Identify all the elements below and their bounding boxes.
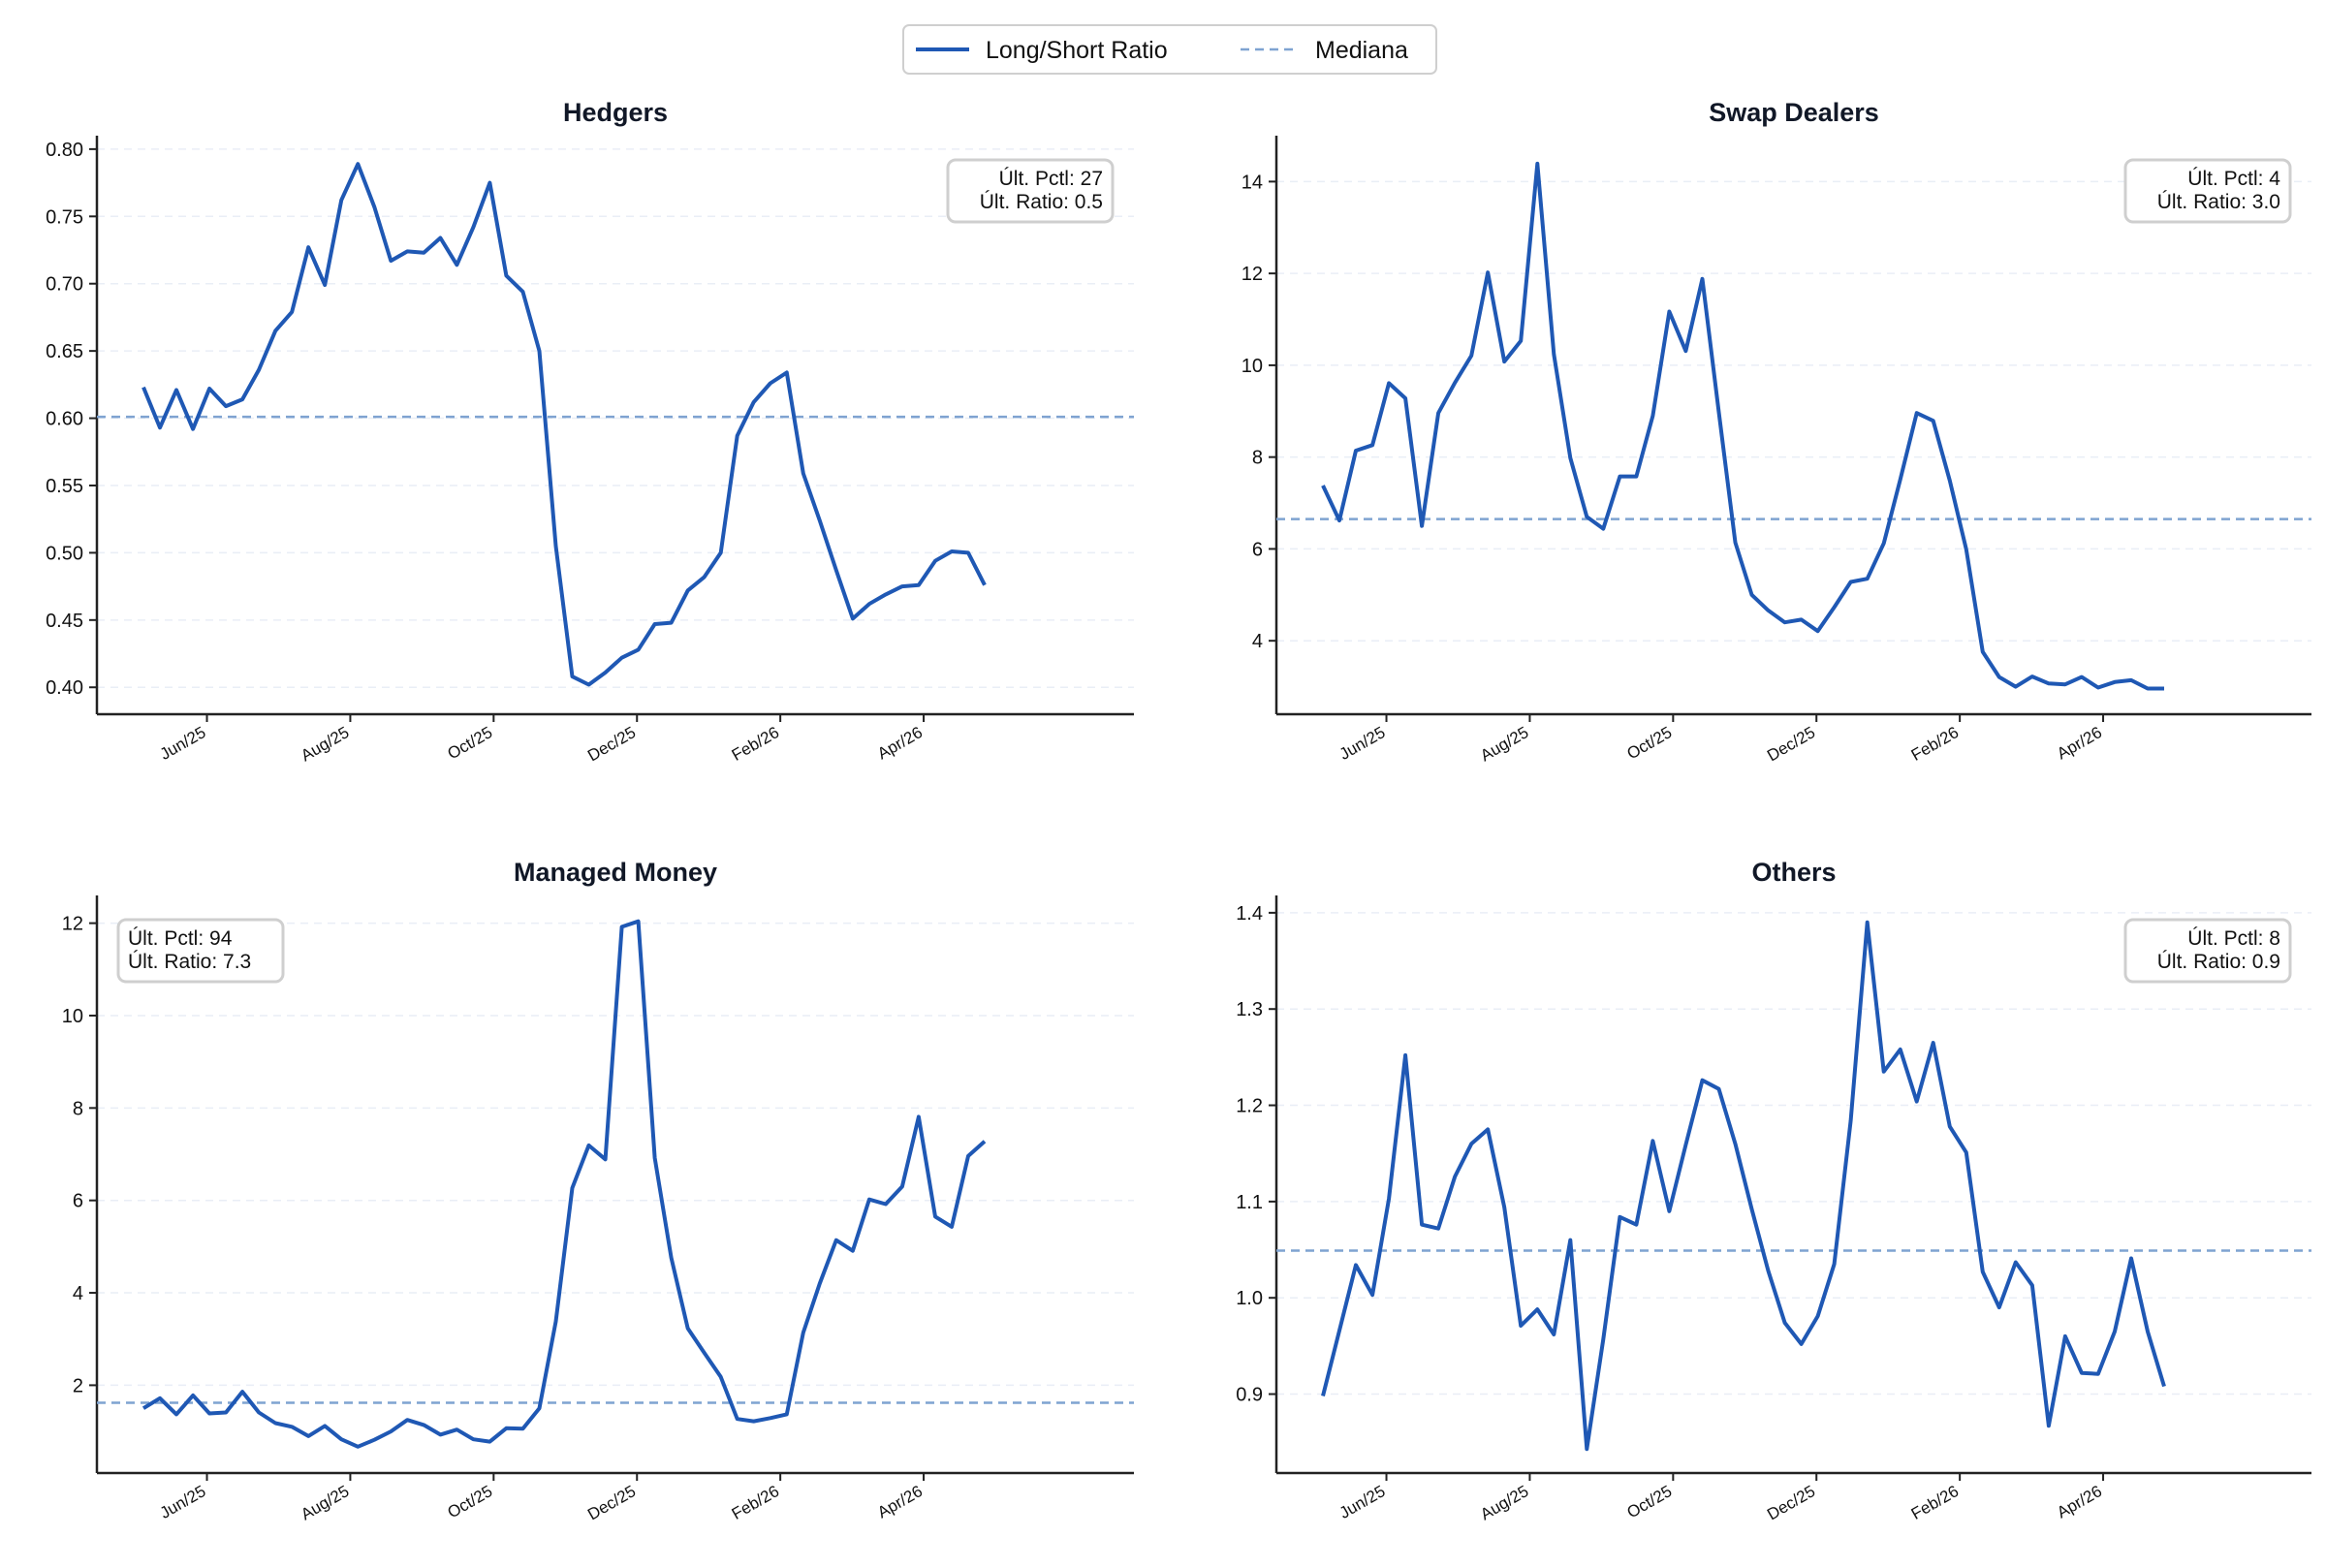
x-tick-label: Feb/26	[1908, 1482, 1962, 1523]
annotation-box	[946, 158, 1115, 224]
x-tick-label: Aug/25	[298, 723, 352, 765]
y-tick-label: 0.80	[46, 140, 83, 161]
x-tick-label: Aug/25	[298, 1482, 352, 1523]
y-tick-label: 6	[73, 1191, 83, 1212]
y-tick-label: 8	[1252, 448, 1263, 469]
y-tick-label: 4	[1252, 631, 1263, 652]
y-tick-label: 1.0	[1236, 1288, 1263, 1309]
annotation-text: Últ. Pctl: 27	[999, 168, 1103, 190]
y-tick-label: 0.45	[46, 611, 83, 632]
legend-series-label: Long/Short Ratio	[986, 37, 1168, 64]
chart-title: Hedgers	[563, 98, 668, 127]
subplot-hedgers: Hedgers 0.40 0.45 0.50 0.55 0.60 0.65 0.70 0.75 0…	[46, 98, 1134, 765]
y-tick-label: 10	[1242, 356, 1263, 377]
y-tick-label: 0.40	[46, 677, 83, 699]
subplot-others: Others 0.9 1.0 1.1 1.2 1.3 1.4 Jun/25 Aug/25 Oct/…	[1236, 858, 2311, 1523]
x-tick-label: Dec/25	[584, 723, 639, 765]
legend: Long/Short Ratio Mediana	[902, 24, 1437, 75]
y-tick-label: 1.4	[1236, 903, 1263, 925]
y-tick-label: 0.9	[1236, 1385, 1263, 1406]
y-tick-label: 14	[1242, 172, 1263, 193]
x-tick-label: Dec/25	[1764, 723, 1818, 765]
annotation-text: Últ. Pctl: 94	[128, 927, 233, 950]
y-tick-label: 0.55	[46, 476, 83, 497]
chart-title: Others	[1751, 858, 1836, 887]
x-tick-label: Oct/25	[1623, 1482, 1675, 1522]
legend-median-label: Mediana	[1315, 37, 1408, 64]
subplot-managed-money: Managed Money 2 4 6 8 10 12 Jun/25 Aug/25 Oct/25 D…	[62, 858, 1134, 1523]
annotation-text: Últ. Ratio: 0.9	[2157, 951, 2280, 973]
y-tick-label: 0.60	[46, 409, 83, 430]
y-tick-label: 10	[62, 1006, 83, 1027]
x-tick-label: Apr/26	[874, 723, 926, 764]
y-tick-label: 0.50	[46, 543, 83, 564]
chart-title: Swap Dealers	[1709, 98, 1879, 127]
y-tick-label: 2	[73, 1375, 83, 1396]
annotation-text: Últ. Pctl: 8	[2187, 927, 2280, 950]
series-line	[141, 162, 987, 687]
x-tick-label: Oct/25	[444, 1482, 495, 1522]
x-tick-label: Dec/25	[1764, 1482, 1818, 1523]
annotation-box	[2123, 918, 2292, 984]
annotation-text: Últ. Ratio: 7.3	[128, 951, 251, 973]
x-tick-label: Oct/25	[1623, 723, 1675, 764]
y-tick-label: 12	[1242, 264, 1263, 285]
series-line	[141, 919, 987, 1449]
x-tick-label: Apr/26	[2054, 723, 2105, 764]
series-line	[1321, 920, 2166, 1452]
annotation-text: Últ. Pctl: 4	[2187, 168, 2280, 190]
x-tick-label: Apr/26	[2054, 1482, 2105, 1522]
x-tick-label: Oct/25	[444, 723, 495, 764]
y-tick-label: 6	[1252, 539, 1263, 560]
x-tick-label: Feb/26	[1908, 723, 1962, 765]
annotation-text: Últ. Ratio: 3.0	[2157, 191, 2280, 213]
x-tick-label: Feb/26	[729, 1482, 782, 1523]
y-tick-label: 12	[62, 914, 83, 935]
y-tick-label: 1.3	[1236, 999, 1263, 1020]
subplots: Hedgers 0.40 0.45 0.50 0.55 0.60 0.65 0.70 0.75 0…	[46, 98, 2311, 1523]
subplot-swap-dealers: Swap Dealers 4 6 8 10 12 14 Jun/25 Aug/25 Oct/25 D…	[1242, 98, 2311, 765]
x-tick-label: Jun/25	[1336, 723, 1389, 764]
y-tick-label: 1.2	[1236, 1096, 1263, 1117]
legend-frame	[902, 24, 1437, 75]
y-tick-label: 8	[73, 1098, 83, 1119]
x-tick-label: Jun/25	[157, 723, 209, 764]
x-tick-label: Jun/25	[157, 1482, 209, 1522]
x-tick-label: Aug/25	[1477, 723, 1531, 765]
x-tick-label: Apr/26	[874, 1482, 926, 1522]
x-tick-label: Aug/25	[1477, 1482, 1531, 1523]
chart-title: Managed Money	[514, 858, 717, 887]
y-tick-label: 1.1	[1236, 1192, 1263, 1213]
y-tick-label: 0.75	[46, 206, 83, 228]
y-tick-label: 0.65	[46, 341, 83, 362]
annotation-box	[116, 918, 285, 984]
x-tick-label: Dec/25	[584, 1482, 639, 1523]
annotation-text: Últ. Ratio: 0.5	[980, 191, 1103, 213]
x-tick-label: Feb/26	[729, 723, 782, 765]
y-tick-label: 4	[73, 1283, 83, 1304]
series-line	[1321, 161, 2164, 691]
annotation-box	[2123, 158, 2292, 224]
x-tick-label: Jun/25	[1336, 1482, 1389, 1522]
y-tick-label: 0.70	[46, 274, 83, 296]
